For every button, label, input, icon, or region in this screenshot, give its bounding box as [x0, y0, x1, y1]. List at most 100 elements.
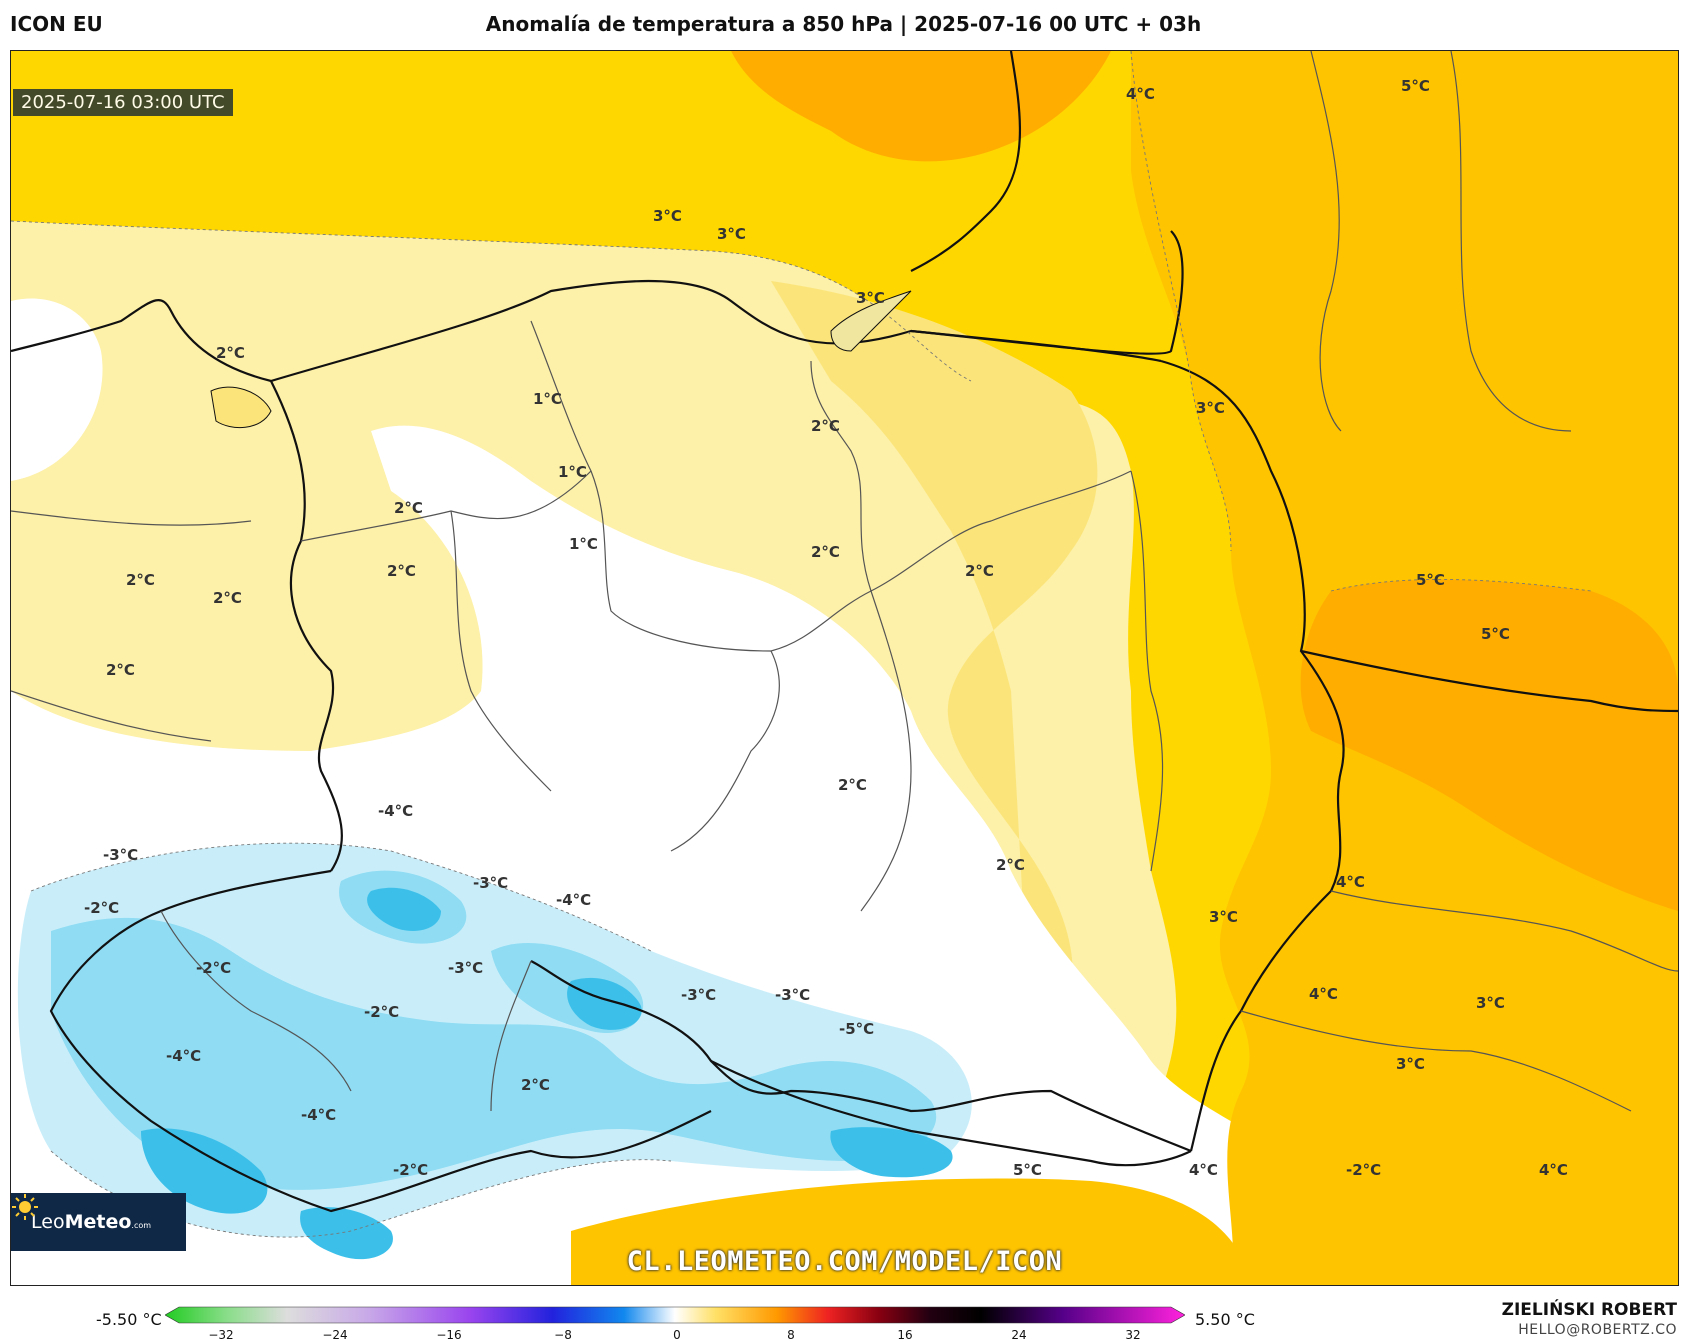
temperature-label: 3°C — [717, 225, 746, 243]
temperature-label: -2°C — [196, 959, 232, 977]
border-czechia — [49, 869, 712, 1213]
curonian-lagoon — [830, 290, 912, 352]
map-canvas — [11, 51, 1678, 1285]
contour-line — [11, 220, 972, 382]
szczecin-lagoon — [210, 386, 272, 429]
temperature-label: 2°C — [213, 589, 242, 607]
temperature-label: -5°C — [839, 1020, 875, 1038]
orange-region-south — [571, 1178, 1251, 1285]
temperature-label: -2°C — [393, 1161, 429, 1179]
colorbar-max-label: 5.50 °C — [1195, 1310, 1255, 1329]
border-belarus-ukraine — [1300, 649, 1678, 713]
colorbar-tick: 8 — [787, 1328, 795, 1342]
temperature-label: 2°C — [394, 499, 423, 517]
cyan-region — [51, 917, 937, 1190]
admin-border — [1130, 470, 1164, 872]
admin-border — [160, 910, 352, 1092]
temperature-label: 2°C — [106, 661, 135, 679]
model-name: ICON EU — [10, 12, 103, 36]
temperature-label: -2°C — [364, 1003, 400, 1021]
border-lithuania — [910, 230, 1184, 355]
border-baltic-coast — [910, 51, 1022, 272]
admin-border — [860, 590, 912, 912]
blue-core-2 — [300, 1207, 393, 1260]
temperature-label: -3°C — [473, 874, 509, 892]
temperature-label: 2°C — [811, 417, 840, 435]
colorbar-tick: −16 — [436, 1328, 462, 1342]
logo-text: LeoMeteo.com — [31, 1211, 152, 1233]
admin-borders — [11, 51, 1678, 1112]
admin-border — [870, 470, 1132, 592]
temperature-label: 5°C — [1416, 571, 1445, 589]
temperature-label: 3°C — [1196, 399, 1225, 417]
blue-core-3 — [830, 1127, 953, 1178]
colorbar-min-label: -5.50 °C — [96, 1310, 162, 1329]
admin-border — [1330, 890, 1678, 972]
admin-border — [1240, 1010, 1632, 1112]
temperature-label: 1°C — [533, 390, 562, 408]
temperature-label: 5°C — [1013, 1161, 1042, 1179]
temperature-label: -4°C — [166, 1047, 202, 1065]
contour-line — [1330, 579, 1592, 592]
temperature-label: 2°C — [811, 543, 840, 561]
colorbar-tick: 32 — [1125, 1328, 1141, 1342]
temperature-label: -4°C — [301, 1106, 337, 1124]
sun-icon — [12, 1194, 38, 1220]
temperature-label: 2°C — [387, 562, 416, 580]
temperature-label: 4°C — [1126, 85, 1155, 103]
temperature-label: 4°C — [1539, 1161, 1568, 1179]
admin-border — [810, 360, 872, 592]
author-name: ZIELIŃSKI ROBERT — [1501, 1300, 1677, 1320]
colorbar-ticks: −32 −24 −16 −8 0 8 16 24 32 — [178, 1328, 1178, 1342]
contour-line — [50, 1150, 672, 1238]
colorbar-tick: 16 — [897, 1328, 913, 1342]
temperature-label: -2°C — [1346, 1161, 1382, 1179]
temperature-label: -3°C — [681, 986, 717, 1004]
deep-orange-region-e — [1300, 579, 1678, 911]
colorbar-tick: 24 — [1011, 1328, 1027, 1342]
temperature-label: 2°C — [996, 856, 1025, 874]
blue-core-5 — [367, 887, 441, 931]
border-poland-west — [270, 380, 343, 872]
temperature-label: 4°C — [1336, 873, 1365, 891]
admin-border — [11, 510, 252, 526]
map-title: Anomalía de temperatura a 850 hPa | 2025… — [485, 12, 1202, 36]
colorbar-scale — [165, 1306, 1185, 1324]
temperature-label: 3°C — [1396, 1055, 1425, 1073]
temperature-label: -3°C — [775, 986, 811, 1004]
temperature-label: -4°C — [556, 891, 592, 909]
temperature-label: 4°C — [1309, 985, 1338, 1003]
temperature-label: 4°C — [1189, 1161, 1218, 1179]
colorbar-tick: 0 — [673, 1328, 681, 1342]
temperature-label: 3°C — [1209, 908, 1238, 926]
leometeo-logo[interactable]: LeoMeteo.com — [11, 1193, 186, 1251]
colorbar-tick: −32 — [208, 1328, 234, 1342]
temperature-label: 2°C — [216, 344, 245, 362]
anomaly-contours — [11, 51, 1592, 1238]
temperature-label: -3°C — [448, 959, 484, 977]
temperature-label: 2°C — [521, 1076, 550, 1094]
temperature-label: -3°C — [103, 846, 139, 864]
author-email[interactable]: HELLO@ROBERTZ.CO — [1518, 1322, 1677, 1338]
temperature-label: 5°C — [1481, 625, 1510, 643]
temperature-label: 3°C — [1476, 994, 1505, 1012]
admin-border — [1310, 51, 1342, 432]
admin-border — [490, 960, 532, 1112]
admin-border — [1450, 51, 1572, 432]
temperature-label: 1°C — [558, 463, 587, 481]
temperature-label: 2°C — [126, 571, 155, 589]
border-slovakia — [710, 1060, 1192, 1167]
site-watermark: CL.LEOMETEO.COM/MODEL/ICON — [626, 1246, 1063, 1277]
light-yellow-region — [771, 281, 1098, 1051]
temperature-anomaly-map[interactable]: 2025-07-16 03:00 UTC 3°C 3°C 4°C 5°C 2°C… — [10, 50, 1679, 1286]
admin-border — [11, 690, 212, 742]
admin-border — [670, 650, 780, 852]
admin-border — [530, 320, 872, 652]
colorbar-tick: −8 — [554, 1328, 572, 1342]
colorbar: -5.50 °C −32 — [0, 1288, 1687, 1342]
valid-time-label: 2025-07-16 03:00 UTC — [13, 89, 233, 116]
temperature-label: 2°C — [965, 562, 994, 580]
temperature-label: -4°C — [378, 802, 414, 820]
temperature-label: -2°C — [84, 899, 120, 917]
temperature-label: 2°C — [838, 776, 867, 794]
